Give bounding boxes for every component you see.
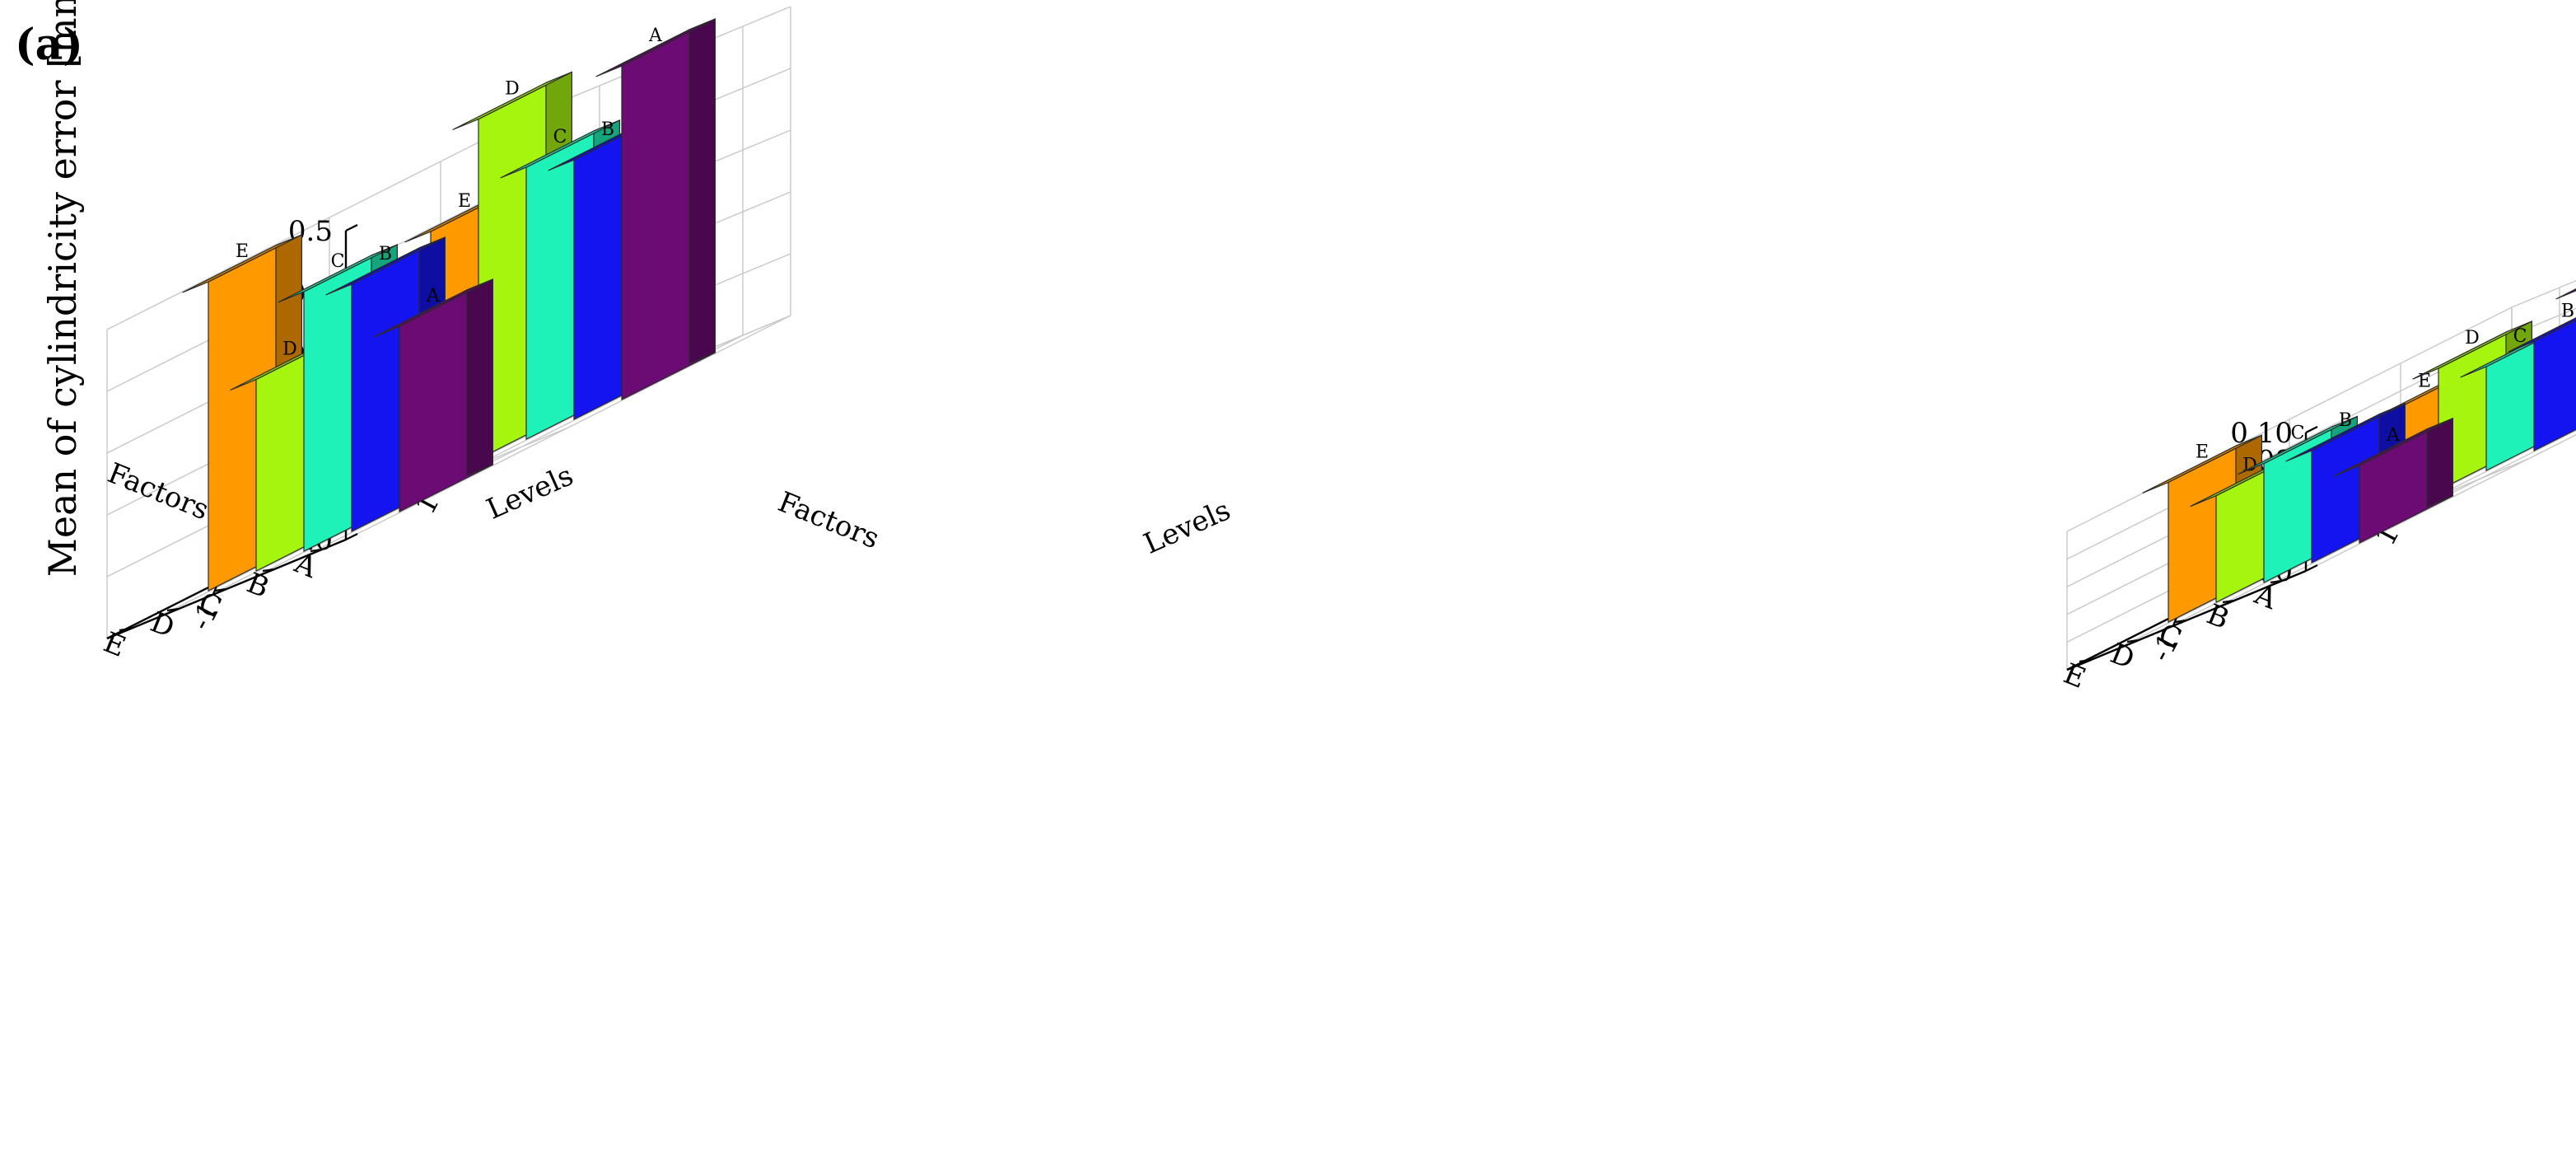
bar-face [595,18,716,77]
bar-face [2555,288,2576,300]
factor-tick-mark [2174,619,2187,624]
bar-A-level--1: A [2333,417,2453,545]
bar-label: B [601,119,614,140]
bar-label: B [379,244,392,264]
bar-face [466,278,494,476]
z-tick-mark [2305,564,2318,572]
z-tick-mark [2305,426,2318,433]
bar-face [2285,403,2406,462]
factor-tick-mark [2270,579,2283,584]
factor-tick-mark [166,607,180,612]
bar-label: C [2291,423,2305,444]
bar-label: E [2196,442,2209,462]
bar-face [2426,418,2453,508]
bar-label: A [648,26,663,46]
bar-face [2142,434,2262,493]
factor-tick-mark [2222,599,2235,604]
levels-axis-title: Levels [482,459,578,526]
z-axis-title: Mean of cylindricity error [mm] [40,0,85,577]
bar-A-level-1: A [595,18,716,401]
z-tick-mark [345,224,358,232]
bars: E D C B A E D C B A [182,18,716,592]
factors-axis-title: Factors [103,456,213,526]
factor-tick-label: E [2059,657,2090,695]
bar-B-level-1: B [2508,301,2576,452]
bar-face [373,278,493,338]
factor-tick-mark [119,627,132,632]
bar-face [325,236,446,296]
factor-tick-mark [310,548,323,553]
factor-tick-mark [214,587,227,592]
bar-face [278,244,398,303]
bar-label: D [505,79,520,100]
bar-label: D [282,339,297,360]
factor-tick-label: D [146,606,179,644]
bar-label: C [331,251,345,272]
factor-tick-label: E [99,626,130,664]
bar-label: E [2418,372,2431,392]
panel-label: (a) [15,20,83,70]
bar-label: A [2386,425,2401,446]
bar-face [500,119,620,179]
bar-label: B [2339,410,2352,431]
chart-panel-b: (b)0.000.020.040.060.080.10ABCDE-11Mean … [773,279,2576,695]
levels-axis-title: Levels [1139,493,1235,560]
bar-face [688,18,716,364]
bar-label: A [426,286,441,306]
z-tick-mark [345,533,358,540]
bar-face [2533,320,2576,452]
bar-label: B [2561,301,2574,321]
bar-A-level-1: A [2555,288,2576,300]
factors-axis-title: Factors [773,485,884,555]
bar-A-level--1: A [373,278,494,513]
bar-label: C [2513,326,2527,347]
factor-tick-mark [2079,658,2092,663]
bar-face [2238,415,2358,475]
bar-face [452,71,572,131]
bar-label: D [2465,328,2480,348]
factor-tick-label: D [2106,637,2139,676]
factor-tick-mark [2126,638,2140,643]
bar-face [2333,418,2453,477]
bar-label: C [553,127,567,147]
bar-face [2508,317,2576,353]
factor-tick-mark [262,568,275,573]
bar-label: E [236,241,249,262]
bar-label: E [458,191,471,212]
bar-face [182,234,302,293]
bar-face [2412,320,2532,380]
